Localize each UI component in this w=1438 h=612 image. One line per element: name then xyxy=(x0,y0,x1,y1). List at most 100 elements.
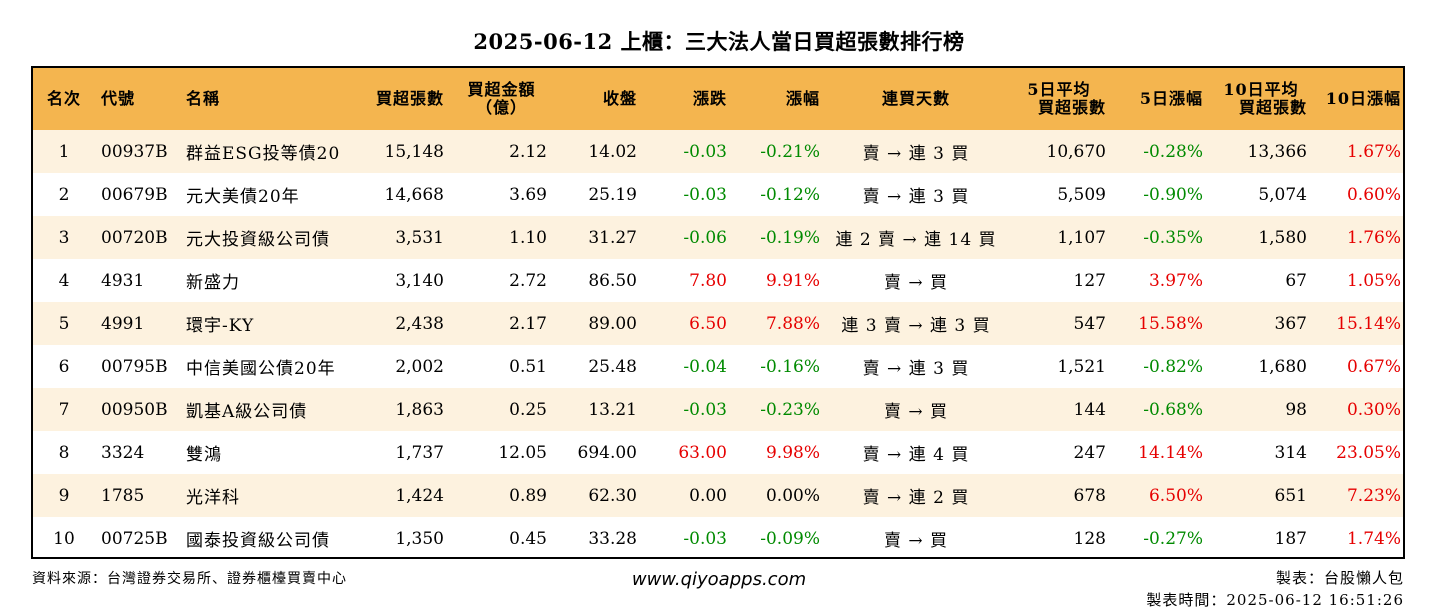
cell-change-pct: -0.21% xyxy=(760,141,820,162)
cell-streak: 賣 → 連 3 買 xyxy=(862,359,970,379)
cell-name: 環宇-KY xyxy=(186,316,255,336)
header-rank: 名次 xyxy=(46,89,81,108)
cell-avg10: 314 xyxy=(1274,442,1307,463)
cell-close: 25.48 xyxy=(588,356,637,377)
cell-pct5: -0.90% xyxy=(1143,184,1203,205)
cell-name: 群益ESG投等債20 xyxy=(186,144,341,164)
cell-streak: 賣 → 連 3 買 xyxy=(862,187,970,207)
cell-pct10: 7.23% xyxy=(1346,485,1401,506)
table-body: 1 00937B 群益ESG投等債20 15,148 2.12 14.02 -0.03 -0.… xyxy=(33,130,1403,557)
header-pct5: 5日漲幅 xyxy=(1139,89,1203,108)
cell-buy-amount: 2.72 xyxy=(509,270,547,291)
cell-change-pct: -0.09% xyxy=(760,528,820,549)
cell-close: 86.50 xyxy=(588,270,637,291)
cell-change-pct: -0.16% xyxy=(760,356,820,377)
cell-code: 00720B xyxy=(101,227,168,248)
cell-name: 元大投資級公司債 xyxy=(186,230,330,250)
cell-code: 00795B xyxy=(101,356,168,377)
made-time: 製表時間：2025-06-12 16:51:26 xyxy=(1146,591,1404,609)
table-row: 4 4931 新盛力 3,140 2.72 86.50 7.80 9.91% 賣 → 買 127 3… xyxy=(33,259,1403,302)
header-change-pct: 漲幅 xyxy=(785,89,820,108)
table-row: 8 3324 雙鴻 1,737 12.05 694.00 63.00 9.98% 賣 → 連 4… xyxy=(33,431,1403,474)
cell-rank: 10 xyxy=(53,528,75,549)
cell-buy-lots: 1,424 xyxy=(395,485,444,506)
cell-pct10: 1.74% xyxy=(1346,528,1401,549)
cell-rank: 5 xyxy=(58,313,70,334)
cell-name: 凱基A級公司債 xyxy=(186,402,308,422)
cell-buy-lots: 1,737 xyxy=(395,442,444,463)
header-buy-amount-line1: 買超金額 xyxy=(467,80,536,99)
cell-name: 國泰投資級公司債 xyxy=(186,531,330,551)
cell-rank: 4 xyxy=(58,270,70,291)
cell-code: 1785 xyxy=(101,485,145,506)
table-row: 10 00725B 國泰投資級公司債 1,350 0.45 33.28 -0.03 -0.09… xyxy=(33,517,1403,557)
header-avg5-line2: 買超張數 xyxy=(1037,98,1106,117)
cell-change-pct: -0.23% xyxy=(760,399,820,420)
cell-avg10: 187 xyxy=(1274,528,1307,549)
header-pct10: 10日漲幅 xyxy=(1325,89,1401,108)
cell-streak: 連 3 賣 → 連 3 買 xyxy=(841,316,991,336)
cell-name: 中信美國公債20年 xyxy=(186,359,336,379)
cell-pct10: 0.30% xyxy=(1346,399,1401,420)
cell-avg5: 127 xyxy=(1073,270,1106,291)
cell-buy-amount: 0.45 xyxy=(509,528,547,549)
cell-close: 25.19 xyxy=(588,184,637,205)
cell-avg10: 13,366 xyxy=(1247,141,1307,162)
cell-buy-lots: 3,140 xyxy=(395,270,444,291)
cell-code: 3324 xyxy=(101,442,145,463)
cell-streak: 賣 → 買 xyxy=(883,273,949,293)
cell-pct5: 6.50% xyxy=(1148,485,1203,506)
cell-pct5: -0.27% xyxy=(1143,528,1203,549)
cell-change: -0.03 xyxy=(683,399,727,420)
cell-avg5: 5,509 xyxy=(1057,184,1106,205)
cell-pct5: -0.28% xyxy=(1143,141,1203,162)
cell-streak: 賣 → 買 xyxy=(883,402,949,422)
table-row: 6 00795B 中信美國公債20年 2,002 0.51 25.48 -0.04 -0.16… xyxy=(33,345,1403,388)
cell-rank: 1 xyxy=(58,141,70,162)
cell-code: 00725B xyxy=(101,528,168,549)
cell-streak: 賣 → 連 4 買 xyxy=(862,445,970,465)
header-code: 代號 xyxy=(101,89,136,108)
cell-streak: 連 2 賣 → 連 14 買 xyxy=(835,230,997,250)
cell-buy-lots: 2,438 xyxy=(395,313,444,334)
data-source: 資料來源：台灣證券交易所、證券櫃檯買賣中心 xyxy=(32,571,347,587)
cell-close: 89.00 xyxy=(588,313,637,334)
cell-close: 31.27 xyxy=(588,227,637,248)
cell-name: 元大美債20年 xyxy=(186,187,300,207)
table-row: 1 00937B 群益ESG投等債20 15,148 2.12 14.02 -0.03 -0.… xyxy=(33,130,1403,173)
header-buy-lots: 買超張數 xyxy=(375,89,444,108)
cell-pct10: 15.14% xyxy=(1336,313,1401,334)
cell-avg10: 67 xyxy=(1285,270,1307,291)
header-avg10: 10日平均 買超張數 xyxy=(1209,68,1313,130)
cell-change-pct: 9.91% xyxy=(765,270,820,291)
cell-change-pct: -0.19% xyxy=(760,227,820,248)
header-avg10-line2: 買超張數 xyxy=(1238,98,1307,117)
cell-change-pct: -0.12% xyxy=(760,184,820,205)
cell-pct10: 1.76% xyxy=(1346,227,1401,248)
cell-avg5: 144 xyxy=(1073,399,1106,420)
cell-buy-amount: 0.25 xyxy=(509,399,547,420)
table-row: 9 1785 光洋科 1,424 0.89 62.30 0.00 0.00% 賣 → 連 2 買… xyxy=(33,474,1403,517)
cell-rank: 3 xyxy=(58,227,70,248)
cell-pct10: 0.60% xyxy=(1346,184,1401,205)
cell-buy-lots: 3,531 xyxy=(395,227,444,248)
cell-name: 新盛力 xyxy=(186,273,240,293)
cell-change: -0.06 xyxy=(683,227,727,248)
cell-change: -0.03 xyxy=(683,184,727,205)
cell-change: 0.00 xyxy=(689,485,727,506)
cell-change: 63.00 xyxy=(678,442,727,463)
header-avg5: 5日平均 買超張數 xyxy=(1006,68,1112,130)
header-avg5-line1: 5日平均 xyxy=(1027,80,1091,99)
cell-buy-amount: 2.17 xyxy=(509,313,547,334)
header-name: 名稱 xyxy=(186,89,221,108)
cell-pct5: 3.97% xyxy=(1148,270,1203,291)
cell-pct5: -0.82% xyxy=(1143,356,1203,377)
cell-buy-amount: 12.05 xyxy=(498,442,547,463)
website-link[interactable]: www.qiyoapps.com xyxy=(631,569,807,590)
ranking-table: 名次 代號 名稱 買超張數 買超金額 （億） 收盤 漲跌 漲幅 連買天數 5日平… xyxy=(31,66,1405,559)
cell-change-pct: 0.00% xyxy=(765,485,820,506)
cell-pct10: 1.67% xyxy=(1346,141,1401,162)
cell-avg10: 367 xyxy=(1274,313,1307,334)
cell-rank: 8 xyxy=(58,442,70,463)
cell-change-pct: 7.88% xyxy=(765,313,820,334)
